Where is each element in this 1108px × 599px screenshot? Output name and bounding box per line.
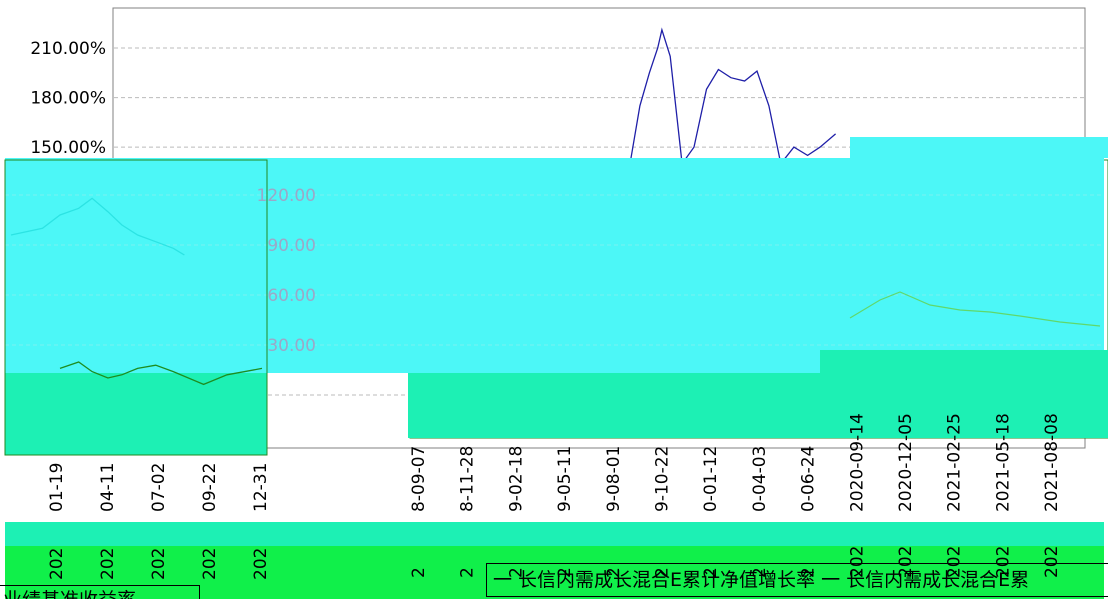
inset-x-tick-label: 01-19 <box>47 463 67 512</box>
main-x-tick-label: 0-04-03 <box>750 446 770 512</box>
main-y-tick-labels: 0.00%150.00%180.00%210.00% <box>30 39 106 406</box>
inset-x-tick-prefix: 202 <box>200 548 220 580</box>
inset-x-tick-label: 12-31 <box>251 463 271 512</box>
inset-plot-frame <box>4 159 268 456</box>
teal-band-top-right <box>820 350 1108 373</box>
main-x-tick-label: 2021-05-18 <box>993 413 1013 512</box>
inset-x-tick-labels: 01-19 202 04-11 202 07-02 202 09-22 202 12-31 202 <box>47 463 271 580</box>
main-x-tick-label: 9-10-22 <box>653 446 673 512</box>
overlay-gridlines <box>5 194 1104 346</box>
main-x-tick-prefix: 202 <box>993 546 1013 578</box>
main-x-tick-label: 8-11-28 <box>458 446 478 512</box>
main-x-tick-prefix: 2 <box>506 567 526 578</box>
teal-band-right <box>408 373 1108 438</box>
overlay-trend-line <box>849 291 1101 327</box>
inset-x-tick-label: 09-22 <box>200 463 220 512</box>
inset-x-tick-prefix: 202 <box>47 548 67 580</box>
teal-band-mid <box>5 522 1104 546</box>
main-x-tick-label: 2020-12-05 <box>896 413 916 512</box>
main-x-tick-label: 9-02-18 <box>506 446 526 512</box>
main-x-tick-label: 2021-02-25 <box>945 413 965 512</box>
main-x-tick-label: 9-05-11 <box>555 446 575 512</box>
teal-band-left <box>5 373 267 455</box>
overlay-y-tick-label: 60.00 <box>267 286 316 306</box>
main-x-tick-prefix: 2 <box>604 567 624 578</box>
main-x-tick-label: 8-09-07 <box>409 446 429 512</box>
inset-series-line <box>59 361 263 386</box>
main-x-tick-prefix: 202 <box>945 546 965 578</box>
inset-x-tick-prefix: 202 <box>98 548 118 580</box>
main-x-tick-label: 2020-09-14 <box>847 413 867 512</box>
green-band-bottom <box>5 546 1104 599</box>
inset-x-tick-prefix: 202 <box>251 548 271 580</box>
cyan-band <box>5 158 1104 373</box>
legend-inset: 业绩基准收益率 <box>0 585 200 599</box>
inset-x-tick-label: 07-02 <box>149 463 169 512</box>
inset-x-tick-prefix: 202 <box>149 548 169 580</box>
overlay-y-tick-label: 120.00 <box>257 186 316 206</box>
legend-main: 一 长信内需成长混合E累计净值增长率 一 长信内需成长混合E累 <box>486 563 1108 597</box>
main-x-tick-prefix: 202 <box>896 546 916 578</box>
overlay-y-tick-label: 30.00 <box>267 336 316 356</box>
main-x-tick-prefix: 2 <box>750 567 770 578</box>
main-y-tick-label: 150.00% <box>30 138 106 158</box>
cyan-band-top-extension <box>850 137 1108 158</box>
main-x-tick-prefix: 202 <box>847 546 867 578</box>
main-x-tick-prefix: 2 <box>458 567 478 578</box>
overlay-y-tick-labels: 30.00 60.00 90.00 120.00 <box>257 186 316 356</box>
main-x-tick-label: 0-06-24 <box>799 446 819 512</box>
main-y-tick-label: 180.00% <box>30 89 106 109</box>
legend-inset-text: 业绩基准收益率 <box>3 589 136 599</box>
main-x-tick-label: 2021-08-08 <box>1042 413 1062 512</box>
main-x-tick-prefix: 2 <box>409 567 429 578</box>
main-x-tick-prefix: 2 <box>701 567 721 578</box>
main-x-tick-label: 9-08-01 <box>604 446 624 512</box>
main-x-tick-labels: 8-09-07 2 8-11-28 2 9-02-18 2 9-05-11 2 9-08-01 2… <box>409 413 1062 578</box>
main-x-tick-label: 0-01-12 <box>701 446 721 512</box>
legend-main-text: 一 长信内需成长混合E累计净值增长率 一 长信内需成长混合E累 <box>493 569 1030 591</box>
main-y-tick-label: 210.00% <box>30 39 106 59</box>
main-x-tick-prefix: 2 <box>555 567 575 578</box>
inset-series-line <box>10 197 185 256</box>
overlay-y-tick-label: 90.00 <box>267 236 316 256</box>
overlay-series-lines <box>10 197 1101 386</box>
main-x-tick-prefix: 2 <box>799 567 819 578</box>
inset-x-tick-label: 04-11 <box>98 463 118 512</box>
main-x-tick-prefix: 2 <box>653 567 673 578</box>
main-x-tick-prefix: 202 <box>1042 546 1062 578</box>
